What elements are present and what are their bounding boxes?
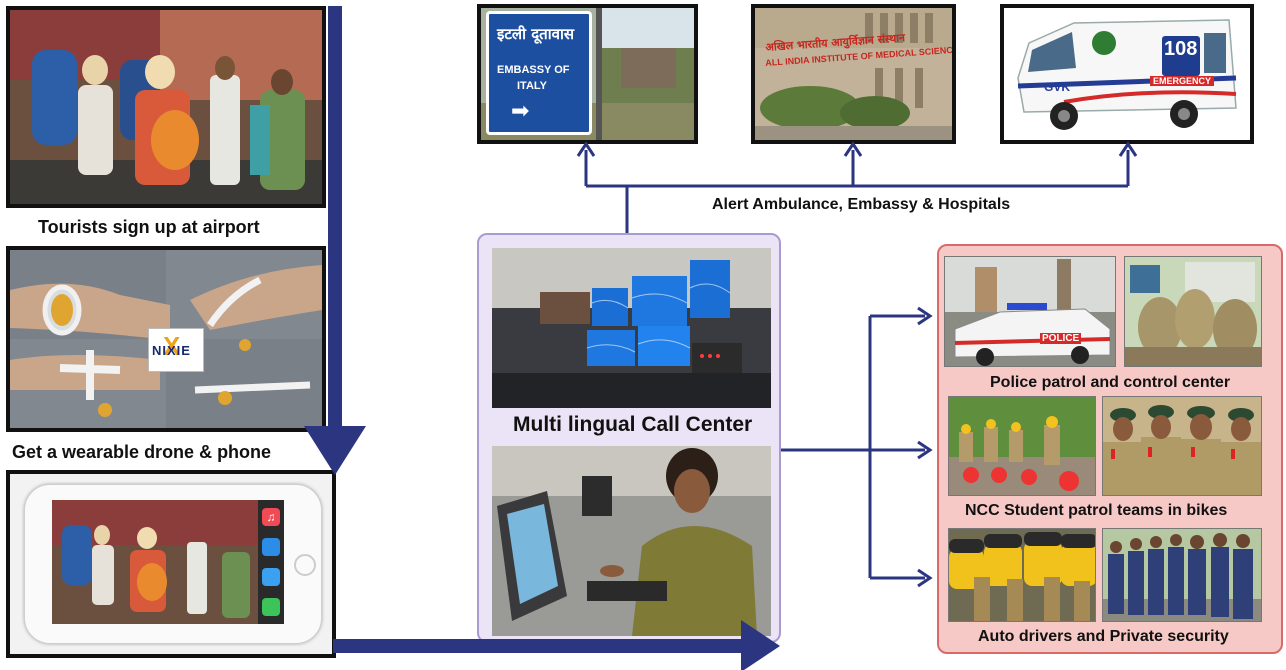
arrowhead-private-icon: [917, 568, 933, 588]
police-control-room-photo: [1124, 256, 1262, 367]
step1-caption: Tourists sign up at airport: [38, 217, 260, 237]
private-security-photo: [1102, 528, 1262, 622]
police-caption: Police patrol and control center: [990, 374, 1231, 391]
arrowhead-embassy-icon: [576, 141, 596, 157]
ambulance-photo: 108 EMERGENCY GVK: [1000, 4, 1254, 144]
wearable-drone-photo: X NIXIE: [6, 246, 326, 432]
hospital-photo: अखिल भारतीय आयुर्विज्ञान संस्थान ALL IND…: [751, 4, 956, 144]
embassy-sign-line1: EMBASSY OF: [497, 64, 570, 76]
control-room-photo: [492, 248, 771, 408]
phone-home-button: [294, 554, 316, 576]
dispatch-connectors: [781, 314, 925, 580]
embassy-sign: इटली दूतावास EMBASSY OF ITALY ➡: [486, 11, 592, 135]
arrowhead-police-icon: [917, 306, 933, 326]
tourists-photo: [6, 6, 326, 208]
police-car-photo: POLICE: [944, 256, 1116, 367]
embassy-sign-line2: ITALY: [517, 80, 547, 92]
music-app-icon: ♫: [262, 508, 280, 526]
phone-app-photo: ♫: [6, 470, 336, 658]
arrowhead-ncc-icon: [917, 440, 933, 460]
phone-app-dock: ♫: [258, 500, 284, 624]
step2-caption: Get a wearable drone & phone: [12, 442, 272, 462]
embassy-sign-arrow-icon: ➡: [511, 98, 530, 123]
alert-connectors: [584, 150, 1130, 233]
embassy-photo: इटली दूतावास EMBASSY OF ITALY ➡: [477, 4, 698, 144]
auto-drivers-photo: [948, 528, 1096, 622]
safari-app-icon: [262, 538, 280, 556]
ambulance-label: EMERGENCY: [1150, 76, 1215, 86]
mail-app-icon: [262, 568, 280, 586]
phone-app-icon: [262, 598, 280, 616]
main-flow-arrow: [304, 6, 780, 670]
private-caption: Auto drivers and Private security: [978, 628, 1229, 645]
call-center-caption: Multi lingual Call Center: [513, 413, 753, 436]
ambulance-number-badge: 108: [1162, 36, 1200, 76]
nixie-logo-text: NIXIE: [152, 343, 191, 358]
ambulance-brand: GVK: [1044, 80, 1071, 94]
ambulance-number: 108: [1164, 38, 1198, 60]
ncc-bikes-photo: [948, 396, 1096, 496]
ncc-cadets-photo: [1102, 396, 1262, 496]
phone-screen: [52, 500, 284, 624]
nixie-logo: X NIXIE: [148, 328, 204, 372]
arrowhead-ambulance-icon: [1118, 141, 1138, 157]
ncc-caption: NCC Student patrol teams in bikes: [965, 502, 1228, 519]
call-agents-photo: [492, 446, 771, 636]
arrowhead-hospital-icon: [843, 141, 863, 157]
police-car-text: POLICE: [1040, 333, 1082, 344]
alert-caption: Alert Ambulance, Embassy & Hospitals: [712, 196, 1011, 213]
embassy-sign-hindi: इटली दूतावास: [497, 25, 574, 43]
